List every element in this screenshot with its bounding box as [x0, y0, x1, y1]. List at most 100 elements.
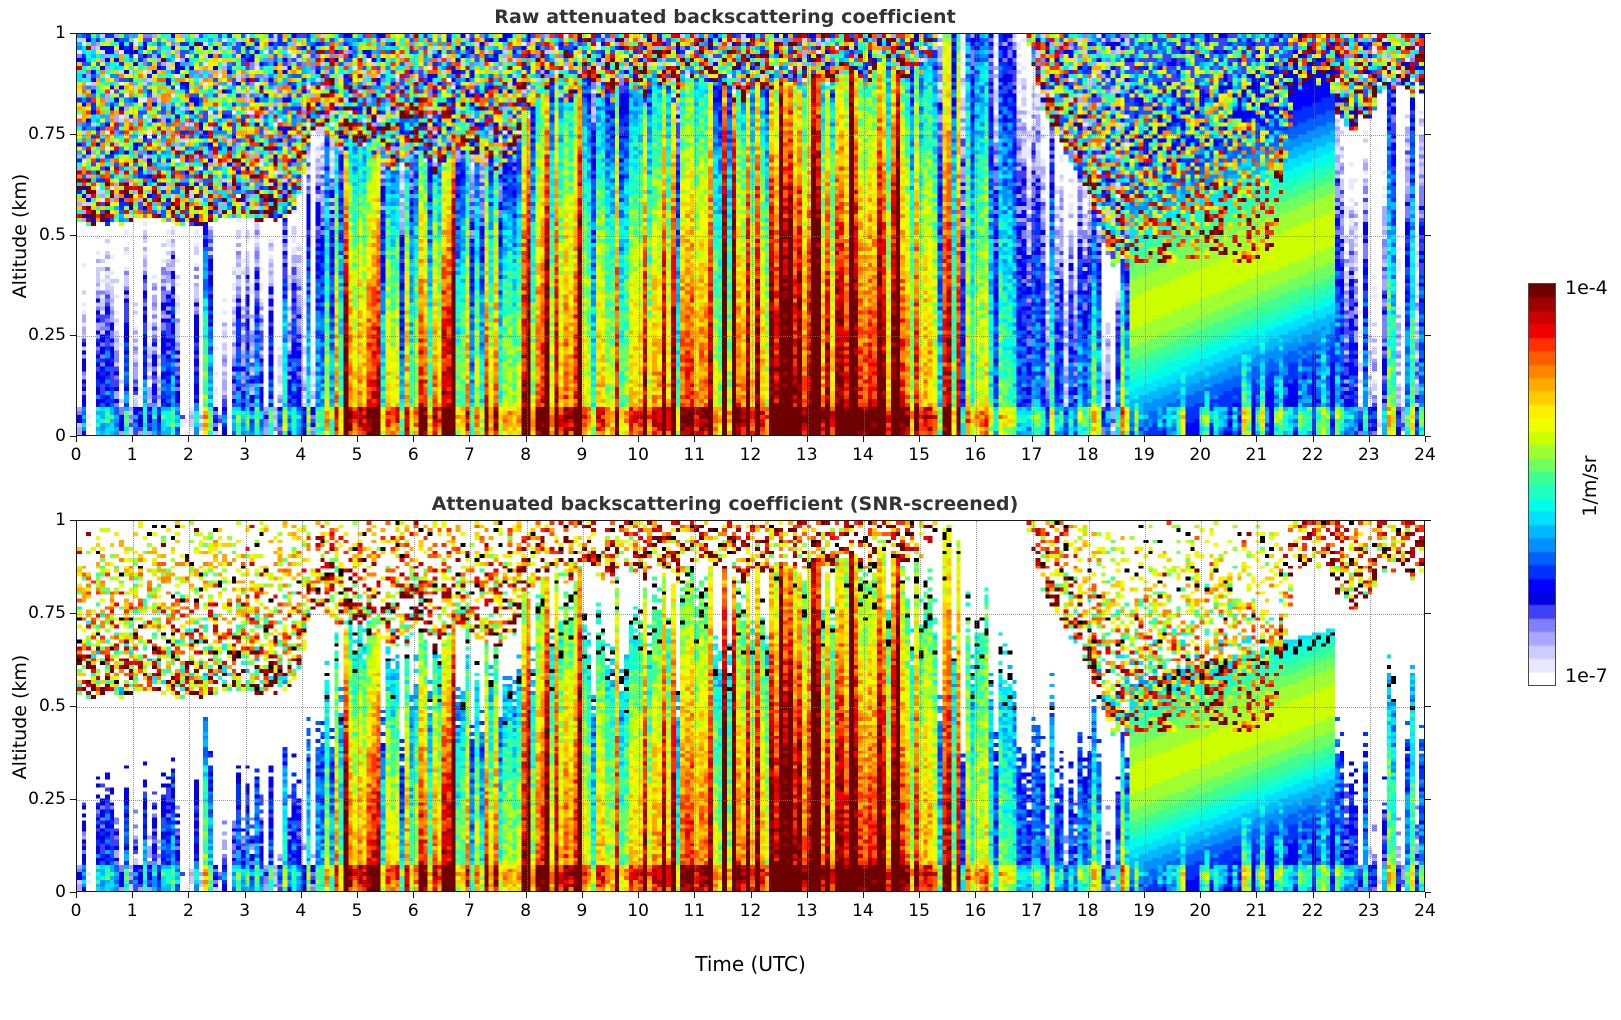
y-tick-label: 0.25	[28, 789, 66, 809]
x-tick-label: 24	[1414, 445, 1436, 465]
panel-screened-backscatter: Attenuated backscattering coefficient (S…	[0, 480, 1450, 1020]
x-tick-label: 7	[464, 901, 475, 921]
x-tick-label: 11	[683, 445, 706, 465]
x-tick-mark	[413, 892, 415, 898]
y-tick-mark-right	[1425, 234, 1431, 236]
x-tick-mark	[750, 436, 752, 442]
x-tick-mark	[919, 892, 921, 898]
x-tick-mark	[413, 436, 415, 442]
x-tick-label: 16	[964, 901, 987, 921]
y-tick-mark	[70, 613, 76, 614]
plot-area-screened[interactable]	[76, 520, 1425, 892]
x-tick-label: 14	[852, 901, 874, 921]
x-tick-mark	[694, 436, 696, 442]
y-tick-mark	[70, 133, 76, 135]
x-tick-label: 20	[1189, 445, 1211, 465]
x-tick-label: 9	[576, 901, 588, 921]
x-tick-mark	[919, 436, 921, 442]
x-tick-label: 4	[295, 445, 307, 465]
panel-raw-backscatter: Raw attenuated backscattering coefficien…	[0, 0, 1450, 480]
y-tick-mark	[70, 892, 76, 893]
x-tick-mark	[525, 436, 527, 442]
x-tick-mark	[1200, 436, 1202, 442]
x-tick-mark	[469, 436, 471, 442]
x-tick-mark	[975, 892, 977, 898]
x-tick-label: 5	[351, 901, 363, 921]
x-tick-mark	[357, 892, 359, 898]
x-tick-label: 16	[964, 445, 987, 465]
y-axis-label-raw: Altitude (km)	[9, 173, 31, 299]
y-tick-mark-right	[1425, 613, 1431, 614]
x-tick-label: 9	[576, 445, 588, 465]
x-tick-mark	[1425, 436, 1426, 442]
x-tick-label: 3	[239, 445, 251, 465]
y-tick-mark-right	[1425, 799, 1431, 800]
x-tick-label: 15	[908, 901, 930, 921]
x-axis-label-time: Time (UTC)	[695, 952, 806, 976]
y-tick-mark-right	[1425, 706, 1431, 707]
x-tick-mark	[244, 892, 246, 898]
x-tick-label: 13	[795, 901, 818, 921]
colorbar-canvas	[1529, 284, 1555, 685]
x-tick-mark	[1312, 892, 1314, 898]
x-tick-mark	[1368, 892, 1370, 898]
panel-title-raw: Raw attenuated backscattering coefficien…	[494, 6, 956, 28]
y-tick-label: 1	[55, 510, 66, 530]
x-tick-label: 10	[627, 445, 649, 465]
x-tick-label: 15	[908, 445, 930, 465]
x-tick-label: 8	[520, 445, 532, 465]
x-tick-mark	[1256, 892, 1258, 898]
x-tick-label: 1	[126, 445, 138, 465]
x-tick-label: 21	[1245, 445, 1268, 465]
y-tick-mark-right	[1425, 436, 1431, 437]
x-tick-label: 20	[1189, 901, 1211, 921]
x-tick-mark	[750, 892, 752, 898]
y-tick-mark-right	[1425, 335, 1431, 337]
colorbar-gradient	[1528, 283, 1556, 686]
x-tick-label: 22	[1301, 901, 1324, 921]
x-tick-label: 2	[182, 901, 194, 921]
x-tick-label: 4	[295, 901, 307, 921]
y-tick-mark	[70, 799, 76, 800]
y-tick-label: 0	[55, 882, 66, 902]
x-tick-mark	[1031, 892, 1033, 898]
x-tick-label: 23	[1357, 445, 1380, 465]
y-tick-label: 0.5	[38, 224, 66, 245]
x-tick-label: 12	[739, 445, 762, 465]
x-tick-label: 22	[1301, 445, 1324, 465]
y-axis-label-screened: Altitude (km)	[9, 654, 31, 780]
x-tick-mark	[132, 436, 134, 442]
y-tick-label: 0.5	[38, 696, 66, 716]
x-tick-mark	[1256, 436, 1258, 442]
panel-title-screened: Attenuated backscattering coefficient (S…	[431, 493, 1019, 515]
y-tick-mark	[70, 234, 76, 236]
x-tick-mark	[1143, 436, 1145, 442]
y-tick-mark	[70, 520, 76, 521]
heatmap-canvas-screened	[77, 521, 1424, 891]
x-tick-label: 6	[407, 901, 419, 921]
x-tick-mark	[1425, 892, 1426, 898]
x-tick-mark	[862, 436, 864, 442]
x-tick-label: 12	[739, 901, 762, 921]
x-tick-label: 1	[126, 901, 138, 921]
colorbar-max-label: 1e-4	[1565, 277, 1608, 299]
x-tick-mark	[357, 436, 359, 442]
y-tick-label: 0	[55, 426, 66, 446]
x-tick-mark	[1200, 892, 1202, 898]
x-tick-label: 8	[520, 901, 532, 921]
y-tick-mark-right	[1425, 33, 1431, 34]
plot-area-raw[interactable]	[76, 33, 1425, 436]
heatmap-canvas-raw	[77, 34, 1424, 435]
x-tick-mark	[1087, 892, 1089, 898]
y-tick-label: 0.75	[28, 603, 66, 623]
x-tick-mark	[1368, 436, 1370, 442]
x-tick-mark	[76, 436, 77, 442]
y-tick-label: 1	[55, 23, 66, 43]
x-tick-label: 18	[1076, 445, 1099, 465]
x-tick-mark	[1143, 892, 1145, 898]
x-tick-label: 19	[1133, 445, 1155, 465]
x-tick-mark	[300, 436, 302, 442]
x-tick-label: 7	[464, 445, 475, 465]
x-tick-label: 0	[70, 445, 82, 465]
x-tick-mark	[525, 892, 527, 898]
